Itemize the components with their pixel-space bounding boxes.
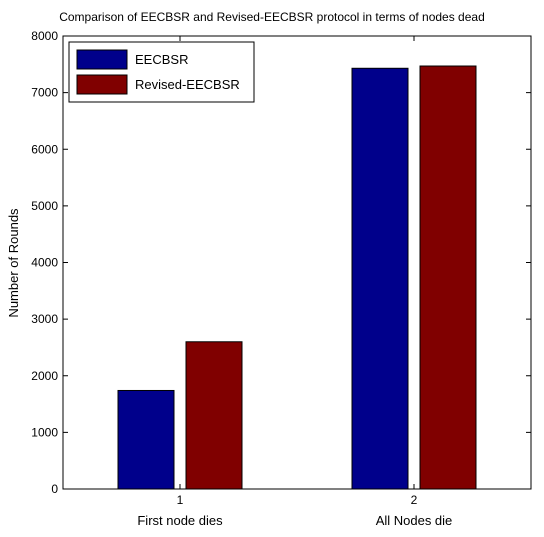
bar-eecbsr	[351, 67, 409, 490]
y-tick-label: 5000	[31, 199, 58, 213]
chart-title: Comparison of EECBSR and Revised-EECBSR …	[59, 10, 485, 24]
y-tick-label: 6000	[31, 142, 58, 156]
bar-revised-eecbsr	[185, 341, 243, 490]
y-tick-label: 2000	[31, 369, 58, 383]
bar-revised-eecbsr	[419, 65, 477, 490]
bar-eecbsr	[117, 389, 175, 490]
y-tick-label: 8000	[31, 29, 58, 43]
y-axis-label: Number of Rounds	[6, 208, 21, 318]
legend-swatch	[76, 49, 128, 70]
legend-label: Revised-EECBSR	[135, 77, 240, 92]
x-category-label: All Nodes die	[376, 513, 453, 528]
y-tick-label: 0	[51, 482, 58, 496]
y-tick-label: 4000	[31, 256, 58, 270]
x-tick-label: 1	[177, 493, 184, 507]
y-tick-label: 7000	[31, 86, 58, 100]
y-tick-label: 1000	[31, 425, 58, 439]
plot-area: 0 1000 2000 3000 4000 5000 6000 7000 8000 1 First …	[31, 29, 532, 528]
x-tick-label: 2	[411, 493, 418, 507]
legend: EECBSR Revised-EECBSR	[68, 41, 255, 103]
legend-label: EECBSR	[135, 52, 188, 67]
legend-swatch	[76, 74, 128, 95]
x-category-label: First node dies	[137, 513, 223, 528]
y-tick-label: 3000	[31, 312, 58, 326]
